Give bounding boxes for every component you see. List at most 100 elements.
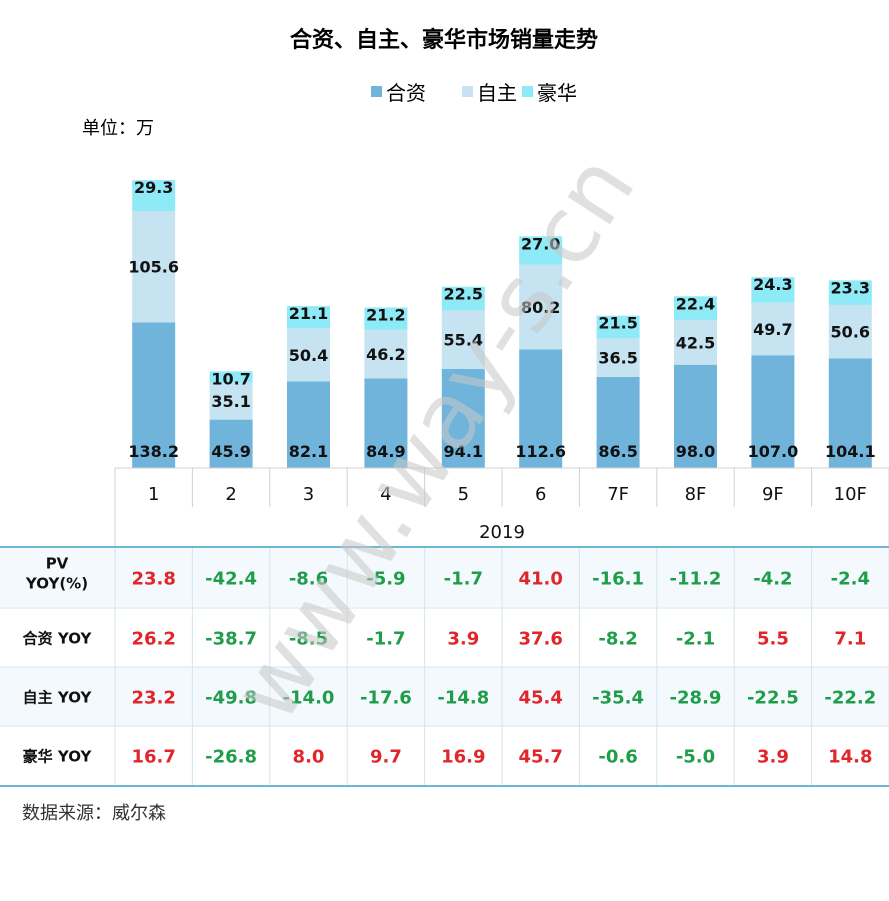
tick-label: 6 bbox=[535, 484, 546, 505]
data-label: 112.6 bbox=[515, 442, 566, 461]
yoy-cell: -49.8 bbox=[205, 688, 257, 709]
data-label: 46.2 bbox=[366, 345, 405, 364]
yoy-cell: -8.2 bbox=[598, 629, 637, 650]
yoy-cell: -2.1 bbox=[676, 629, 715, 650]
row-label: PV bbox=[46, 555, 69, 573]
bar-segment bbox=[674, 319, 717, 365]
data-label: 84.9 bbox=[366, 442, 405, 461]
data-label: 29.3 bbox=[134, 178, 173, 197]
bar-stack: 138.2 105.6 29.3 bbox=[128, 178, 179, 468]
yoy-cell: 23.8 bbox=[131, 569, 175, 590]
data-label: 50.6 bbox=[831, 323, 870, 342]
bar-segment bbox=[674, 364, 717, 468]
year-label: 2019 bbox=[479, 522, 525, 543]
bar-segment bbox=[364, 307, 408, 330]
bar-segment bbox=[441, 310, 485, 369]
yoy-cell: -16.1 bbox=[592, 569, 644, 590]
data-label: 86.5 bbox=[598, 442, 637, 461]
yoy-cell: -11.2 bbox=[670, 569, 722, 590]
bar-area: 138.2 105.6 29.3 45.9 35.1 10.7 82.1 50.4 21.1 84… bbox=[128, 178, 876, 468]
yoy-cell: 37.6 bbox=[518, 629, 562, 650]
yoy-cell: 16.9 bbox=[441, 747, 485, 768]
bar-segment bbox=[828, 280, 872, 305]
bar-segment bbox=[209, 371, 253, 383]
bar-segment bbox=[751, 355, 795, 468]
bar-stack: 98.0 42.5 22.4 bbox=[674, 294, 717, 468]
yoy-cell: 7.1 bbox=[834, 629, 866, 650]
data-label: 22.4 bbox=[676, 294, 715, 313]
chart-legend: 合资 自主 豪华 bbox=[371, 81, 577, 105]
bar-segment bbox=[751, 277, 795, 303]
legend-swatch bbox=[462, 86, 473, 97]
yoy-cell: -17.6 bbox=[360, 688, 412, 709]
tick-label: 10F bbox=[834, 484, 867, 505]
data-label: 50.4 bbox=[289, 346, 328, 365]
data-label: 22.5 bbox=[444, 285, 483, 304]
data-label: 21.1 bbox=[289, 304, 328, 323]
bar-stack: 82.1 50.4 21.1 bbox=[287, 304, 330, 468]
table-row: 豪华 YOY 16.7 -26.8 8.0 9.7 16.9 45.7 -0.6 -5.0 3.9… bbox=[0, 725, 889, 785]
data-label: 138.2 bbox=[128, 442, 179, 461]
bar-segment bbox=[287, 328, 330, 382]
bar-segment bbox=[209, 419, 253, 468]
data-label: 27.0 bbox=[521, 234, 560, 253]
yoy-cell: -1.7 bbox=[366, 629, 405, 650]
data-label: 80.2 bbox=[521, 298, 560, 317]
yoy-cell: -0.6 bbox=[598, 747, 637, 768]
legend-label: 豪华 bbox=[537, 81, 577, 105]
bar-segment bbox=[596, 338, 640, 377]
tick-label: 3 bbox=[303, 484, 314, 505]
data-label: 36.5 bbox=[598, 349, 637, 368]
bar-stack: 84.9 46.2 21.2 bbox=[364, 305, 408, 468]
legend-item-0: 合资 bbox=[371, 81, 426, 105]
row-background bbox=[0, 608, 889, 667]
legend-swatch bbox=[371, 86, 382, 97]
table-row: PV YOY(%) 23.8 -42.4 -8.6 -5.9 -1.7 41.0 -16.1 -1… bbox=[0, 548, 889, 607]
yoy-cell: 8.0 bbox=[293, 747, 325, 768]
bar-segment bbox=[364, 378, 408, 468]
bar-segment bbox=[287, 306, 330, 329]
bar-segment bbox=[441, 368, 485, 468]
unit-label: 单位：万 bbox=[82, 118, 154, 139]
data-source: 数据来源：威尔森 bbox=[22, 803, 166, 824]
yoy-cell: -5.0 bbox=[676, 747, 715, 768]
bar-stack: 107.0 49.7 24.3 bbox=[748, 275, 799, 468]
yoy-cell: 3.9 bbox=[757, 747, 789, 768]
tick-label: 9F bbox=[762, 484, 784, 505]
yoy-cell: -2.4 bbox=[831, 569, 870, 590]
table-row: 合资 YOY 26.2 -38.7 -8.5 -1.7 3.9 37.6 -8.2 -2.1 5.… bbox=[0, 607, 889, 667]
chart-title: 合资、自主、豪华市场销量走势 bbox=[290, 27, 598, 53]
tick-label: 8F bbox=[685, 484, 707, 505]
tick-label: 2 bbox=[225, 484, 236, 505]
data-label: 21.5 bbox=[598, 314, 637, 333]
tick-label: 5 bbox=[458, 484, 469, 505]
bar-segment bbox=[751, 302, 795, 356]
yoy-cell: -42.4 bbox=[205, 569, 257, 590]
table-row: 自主 YOY 23.2 -49.8 -14.0 -17.6 -14.8 45.4 -35.4 -… bbox=[0, 666, 889, 726]
legend-label: 自主 bbox=[477, 81, 517, 105]
tick-label: 4 bbox=[380, 484, 391, 505]
yoy-cell: -14.8 bbox=[437, 688, 489, 709]
yoy-cell: -5.9 bbox=[366, 569, 405, 590]
data-label: 45.9 bbox=[211, 442, 250, 461]
yoy-cell: 41.0 bbox=[518, 569, 562, 590]
yoy-cell: -26.8 bbox=[205, 747, 257, 768]
yoy-cell: 14.8 bbox=[828, 747, 872, 768]
row-label: YOY(%) bbox=[25, 575, 88, 593]
tick-label: 1 bbox=[148, 484, 159, 505]
yoy-cell: -14.0 bbox=[283, 688, 335, 709]
bar-stack: 94.1 55.4 22.5 bbox=[441, 285, 485, 468]
yoy-cell: 23.2 bbox=[131, 688, 175, 709]
row-background bbox=[0, 548, 889, 607]
category-axis: 1 2 3 4 5 6 7F 8F 9F 10F 2019 bbox=[114, 467, 889, 547]
bar-segment bbox=[132, 322, 176, 468]
data-label: 107.0 bbox=[748, 442, 799, 461]
yoy-cell: 9.7 bbox=[370, 747, 402, 768]
data-label: 21.2 bbox=[366, 305, 405, 324]
yoy-cell: 26.2 bbox=[131, 629, 175, 650]
yoy-cell: -8.6 bbox=[289, 569, 328, 590]
bar-segment bbox=[519, 349, 563, 468]
row-label: 豪华 YOY bbox=[23, 748, 93, 766]
yoy-cell: -22.5 bbox=[747, 688, 799, 709]
